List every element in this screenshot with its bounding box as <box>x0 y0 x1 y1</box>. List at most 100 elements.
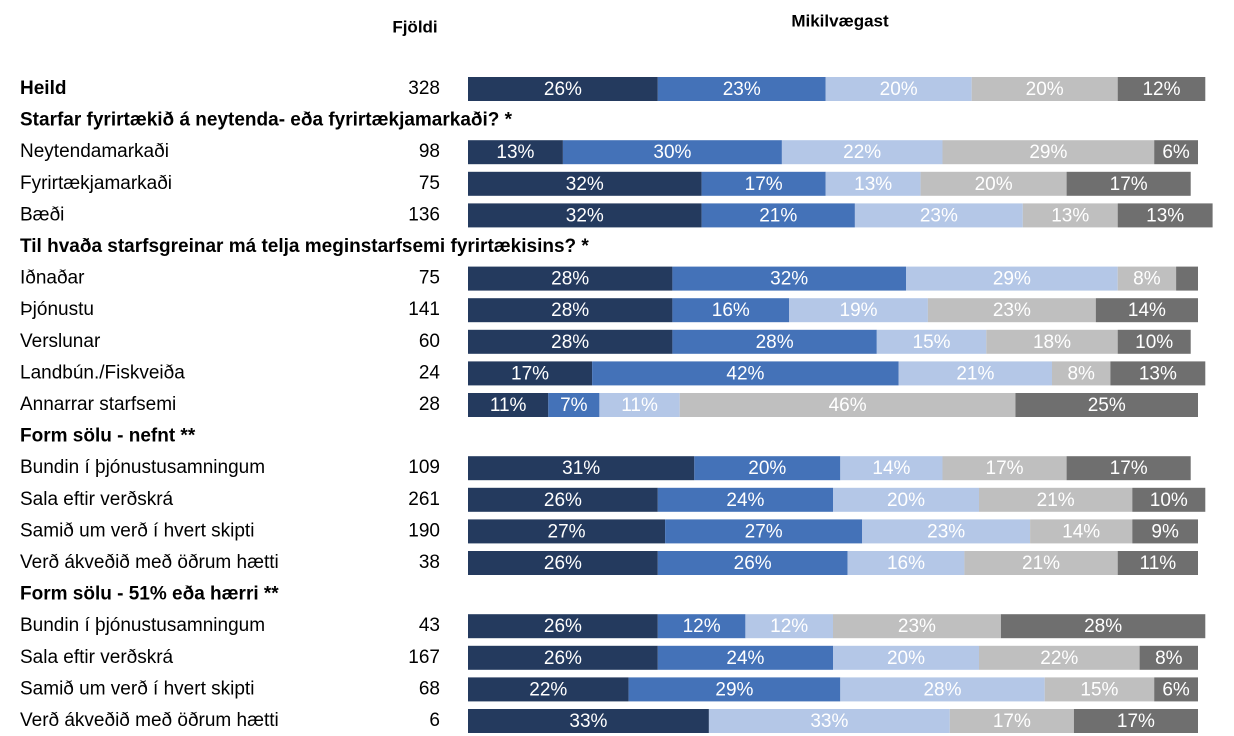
value-label: 20% <box>1026 79 1064 100</box>
bar-segment <box>920 171 1067 196</box>
count: 167 <box>408 647 440 668</box>
bar-segment <box>876 329 987 354</box>
row-label: Samið um verð í hvert skipti <box>20 520 254 541</box>
bar-segment <box>468 361 593 386</box>
bar-segment <box>1117 329 1191 354</box>
row-label: Iðnaðar <box>20 268 85 289</box>
bar-segment <box>942 456 1067 481</box>
bar-segment <box>599 393 680 417</box>
value-label: 14% <box>1062 521 1100 542</box>
bar-segment <box>1052 361 1111 386</box>
value-label: 32% <box>770 269 808 290</box>
bar-segment <box>854 203 1023 228</box>
row-label: Verð ákveðið með öðrum hætti <box>20 710 279 731</box>
count: 98 <box>419 141 440 162</box>
value-label: 24% <box>726 490 764 511</box>
row-label: Verslunar <box>20 331 101 352</box>
row-label: Verð ákveðið með öðrum hætti <box>20 552 279 573</box>
value-label: 17% <box>993 711 1031 732</box>
count: 75 <box>419 173 440 194</box>
bar-segment <box>468 456 695 481</box>
bar-segment <box>657 614 746 639</box>
value-label: 12% <box>683 616 721 637</box>
bar-segment <box>979 645 1140 670</box>
bar-segment <box>986 329 1118 354</box>
value-label: 32% <box>566 174 604 195</box>
bar-segment <box>1132 519 1198 544</box>
bar-segment <box>1095 298 1198 323</box>
bar-segment <box>1117 266 1177 291</box>
bar-segment <box>1154 677 1198 702</box>
value-label: 31% <box>562 458 600 479</box>
group-header: Starfar fyrirtækið á neytenda- eða fyrir… <box>20 110 513 131</box>
bar-segment <box>679 393 1016 417</box>
value-label: 8% <box>1155 648 1183 669</box>
value-label: 23% <box>993 300 1031 321</box>
value-label: 6% <box>1162 142 1190 163</box>
value-label: 30% <box>653 142 691 163</box>
bar-segment <box>745 614 833 639</box>
row-label: Landbún./Fiskveiða <box>20 362 185 383</box>
row-label: Þjónustu <box>20 299 94 320</box>
value-label: 12% <box>1142 79 1180 100</box>
value-label: 18% <box>1033 332 1071 353</box>
row-label: Bundin í þjónustusamningum <box>20 457 265 478</box>
bar-segment <box>1030 519 1133 544</box>
bar-segment <box>1110 361 1206 386</box>
bar-segment <box>1132 487 1206 512</box>
bar-segment <box>1117 203 1213 228</box>
value-label: 17% <box>511 363 549 384</box>
row-label: Bæði <box>20 204 64 225</box>
value-label: 19% <box>840 300 878 321</box>
value-label: 23% <box>723 79 761 100</box>
bar-segment <box>825 77 972 101</box>
bar-segment <box>1139 645 1198 670</box>
bar-segment <box>942 140 1155 165</box>
bar-segment <box>971 77 1118 101</box>
bar-segment <box>468 203 702 228</box>
bar-segment <box>468 77 658 101</box>
value-label: 13% <box>1146 205 1184 226</box>
bar-segment <box>672 298 790 323</box>
bar-segment <box>468 487 658 512</box>
value-label: 15% <box>1080 679 1118 700</box>
count: 43 <box>419 615 440 636</box>
bar-segment <box>964 551 1118 575</box>
bar-segment <box>468 171 702 196</box>
bar-segment <box>1022 203 1118 228</box>
bar-segment <box>694 456 841 481</box>
count: 28 <box>419 394 440 415</box>
bar-segment <box>1176 266 1198 291</box>
value-label: 25% <box>1088 395 1126 416</box>
value-label: 14% <box>872 458 910 479</box>
bar-segment <box>840 456 943 481</box>
bar-segment <box>468 519 666 544</box>
bar-segment <box>657 487 833 512</box>
value-label: 46% <box>829 395 867 416</box>
value-label: 33% <box>810 711 848 732</box>
count: 6 <box>429 710 440 731</box>
bar-segment <box>628 677 841 702</box>
value-label: 8% <box>1133 269 1161 290</box>
value-label: 28% <box>923 679 961 700</box>
value-label: 27% <box>548 521 586 542</box>
value-label: 21% <box>956 363 994 384</box>
value-label: 12% <box>770 616 808 637</box>
value-label: 17% <box>986 458 1024 479</box>
bar-segment <box>468 614 658 639</box>
bar-segment <box>468 140 563 165</box>
value-label: 20% <box>880 79 918 100</box>
value-label: 20% <box>748 458 786 479</box>
bar-segment <box>468 677 629 702</box>
value-label: 28% <box>551 332 589 353</box>
column-header: Fjöldi <box>392 17 437 36</box>
value-label: 24% <box>726 648 764 669</box>
bar-segment <box>701 171 826 196</box>
count: 75 <box>419 268 440 289</box>
value-label: 29% <box>715 679 753 700</box>
bar-segment <box>1066 456 1191 481</box>
bar-segment <box>701 203 855 228</box>
count: 60 <box>419 331 440 352</box>
bar-segment <box>562 140 782 165</box>
value-label: 23% <box>898 616 936 637</box>
